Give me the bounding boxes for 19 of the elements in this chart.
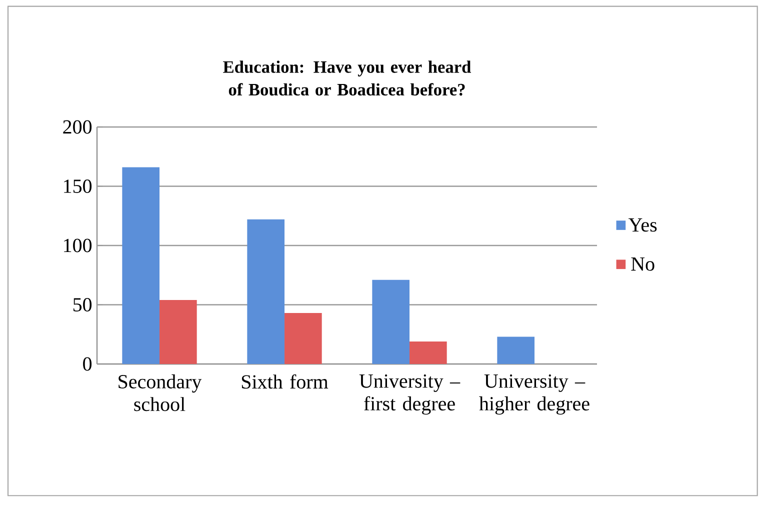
bar bbox=[410, 341, 447, 364]
y-tick-label: 0 bbox=[83, 357, 92, 371]
x-tick-label: Secondary school bbox=[118, 374, 202, 412]
x-tick-label: University – first degree bbox=[359, 374, 460, 415]
legend-label: No bbox=[631, 257, 654, 271]
bar bbox=[122, 167, 160, 364]
y-tick-label: 150 bbox=[64, 179, 92, 193]
bar bbox=[497, 336, 535, 364]
bar bbox=[160, 300, 197, 364]
x-tick-label: Sixth form bbox=[242, 374, 328, 389]
y-tick-label: 100 bbox=[64, 238, 92, 252]
bar bbox=[372, 280, 410, 364]
legend-label: Yes bbox=[628, 218, 657, 232]
bar bbox=[247, 219, 285, 364]
x-tick-label: University – higher degree bbox=[479, 374, 590, 415]
bar bbox=[284, 313, 322, 364]
chart-title: Education: Have you ever heard of Boudica or Boadicea before? bbox=[223, 60, 472, 96]
y-tick-label: 200 bbox=[63, 120, 92, 134]
y-tick-label: 50 bbox=[73, 298, 92, 312]
